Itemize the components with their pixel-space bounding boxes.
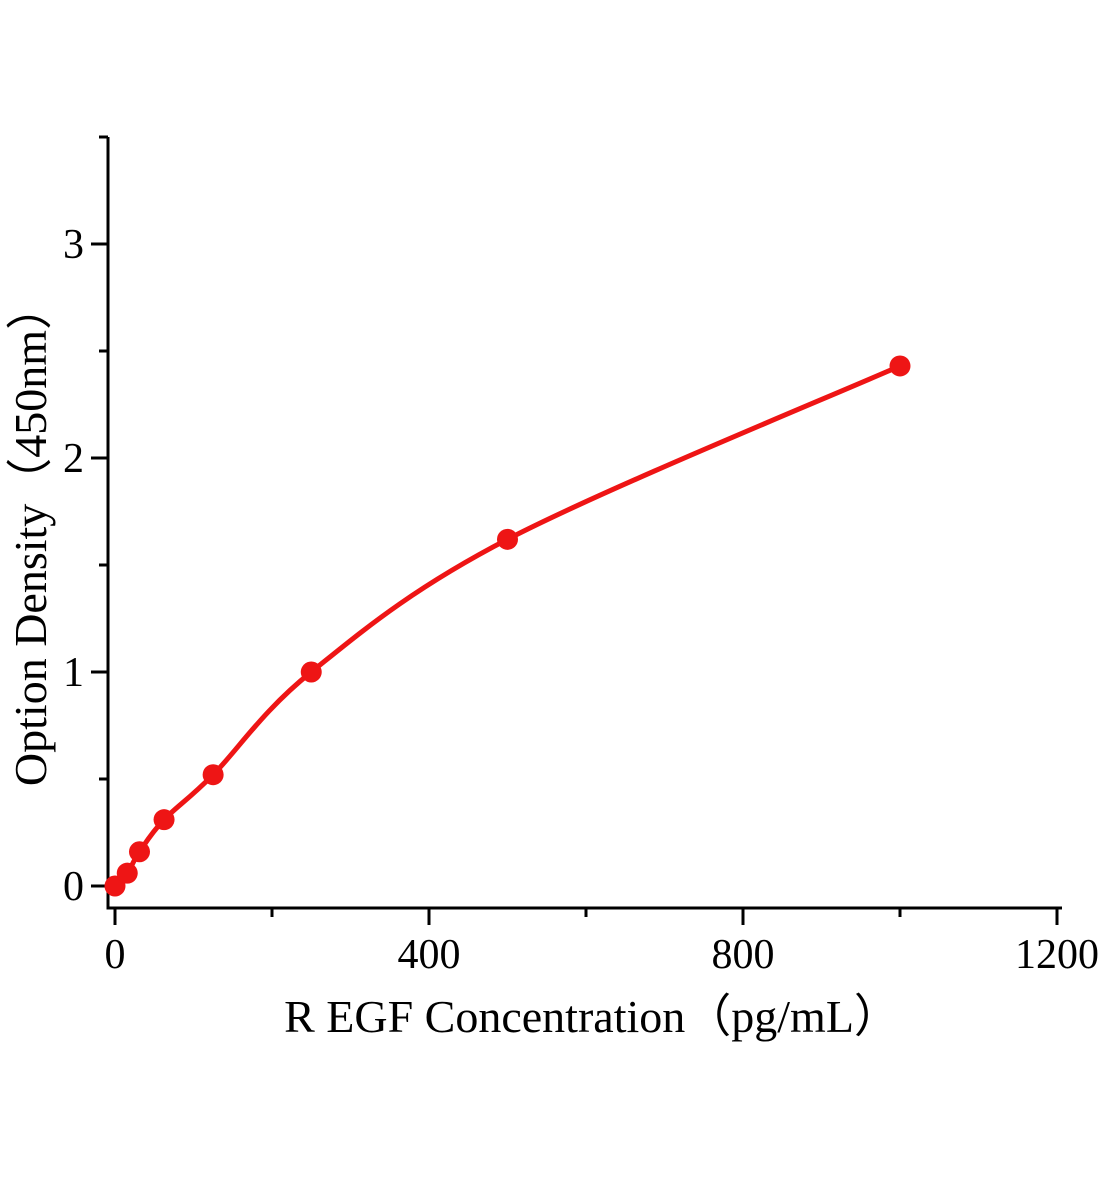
data-point	[202, 764, 224, 786]
y-tick-label: 1	[63, 650, 84, 696]
axes: 0 400 800 1200 0 1 2 3	[63, 135, 1099, 978]
fitted-curve	[112, 363, 903, 889]
y-tick-label: 2	[63, 436, 84, 482]
y-tick-label: 0	[63, 864, 84, 910]
y-tick-label: 3	[63, 222, 84, 268]
axis-spines	[106, 137, 1062, 910]
data-point	[300, 661, 322, 683]
x-tick-label: 1200	[1015, 932, 1099, 978]
data-series	[104, 355, 911, 897]
x-tick-label: 400	[398, 932, 461, 978]
data-point	[128, 841, 150, 863]
x-tick-label: 0	[105, 932, 126, 978]
x-axis-title: R EGF Concentration（pg/mL）	[284, 991, 900, 1042]
data-point	[497, 528, 518, 550]
data-point	[889, 355, 911, 377]
data-point	[116, 862, 138, 884]
x-tick-label: 800	[712, 932, 775, 978]
y-axis-title: Option Density（450nm）	[5, 284, 56, 786]
data-point	[153, 809, 175, 831]
